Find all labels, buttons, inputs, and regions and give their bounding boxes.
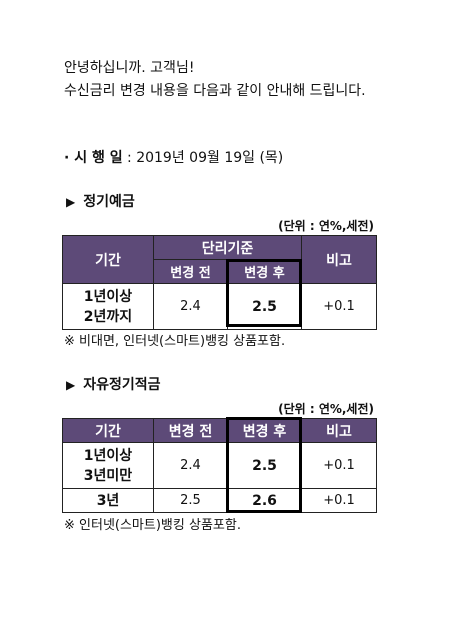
triangle-right-icon: ▶: [66, 378, 76, 392]
rate-before-cell: 2.4: [153, 442, 228, 489]
table-row: 1년이상 2년까지 2.4 2.5 +0.1: [62, 283, 377, 330]
period-cell: 1년이상 3년미만: [62, 442, 154, 489]
rate-before-cell: 2.5: [153, 488, 228, 513]
rate-before-cell: 2.4: [153, 283, 228, 330]
section2-note: ※ 인터넷(스마트)뱅킹 상품포함.: [64, 518, 241, 533]
rate-after-cell: 2.5: [227, 283, 302, 330]
triangle-right-icon: ▶: [66, 195, 76, 209]
savings-rate-table: 기간 변경 전 변경 후 비고 1년이상 3년미만 2.4 2.5 +0.1 3년…: [62, 418, 377, 513]
remark-cell: +0.1: [301, 488, 377, 513]
period-cell: 1년이상 2년까지: [62, 283, 154, 330]
effective-date: · 시 행 일 : 2019년 09월 19일 (목): [64, 147, 283, 167]
section1-note: ※ 비대면, 인터넷(스마트)뱅킹 상품포함.: [64, 334, 286, 349]
unit-label: (단위 : 연%,세전): [278, 219, 374, 233]
header-remark: 비고: [301, 235, 377, 284]
header-before: 변경 전: [153, 418, 228, 443]
period-cell: 3년: [62, 488, 154, 513]
section-fixed-deposit-heading: ▶ 정기예금: [66, 191, 135, 211]
header-remark: 비고: [301, 418, 377, 443]
header-period: 기간: [62, 235, 154, 284]
section-savings-heading: ▶ 자유정기적금: [66, 374, 161, 394]
greeting-line-2: 수신금리 변경 내용을 다음과 같이 안내해 드립니다.: [64, 83, 366, 99]
rate-after-cell: 2.5: [227, 442, 302, 489]
header-period: 기간: [62, 418, 154, 443]
rate-after-cell: 2.6: [227, 488, 302, 513]
header-after: 변경 후: [227, 259, 302, 284]
section-title: 자유정기적금: [83, 377, 161, 393]
unit-label: (단위 : 연%,세전): [278, 402, 374, 416]
section-title: 정기예금: [83, 194, 135, 210]
greeting-line-1: 안녕하십니까. 고객님!: [64, 60, 195, 76]
remark-cell: +0.1: [301, 442, 377, 489]
effective-date-value: : 2019년 09월 19일 (목): [122, 150, 284, 166]
header-before: 변경 전: [153, 259, 228, 284]
header-after: 변경 후: [227, 418, 302, 443]
fixed-deposit-rate-table: 기간 단리기준 비고 변경 전 변경 후 1년이상 2년까지 2.4 2.5 +0…: [62, 235, 377, 330]
remark-cell: +0.1: [301, 283, 377, 330]
effective-date-label: · 시 행 일: [64, 150, 123, 166]
table-row: 1년이상 3년미만 2.4 2.5 +0.1: [62, 442, 377, 489]
table-row: 3년 2.5 2.6 +0.1: [62, 488, 377, 513]
header-simple-interest: 단리기준: [153, 235, 302, 260]
